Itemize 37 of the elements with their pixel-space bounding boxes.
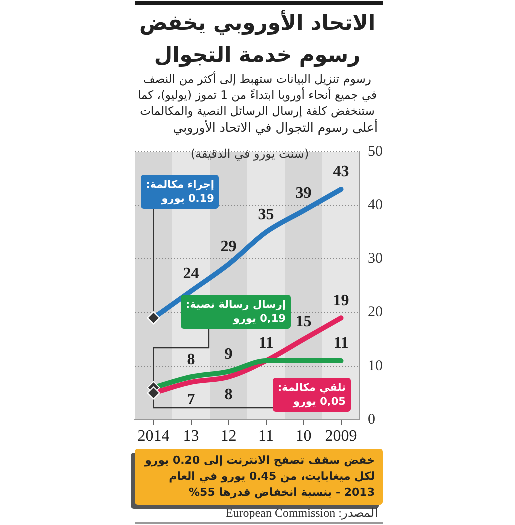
x-tick-label: 12 [220, 428, 237, 445]
data-label: 15 [296, 314, 312, 331]
text: تلقي مكالمة: [278, 381, 346, 395]
x-tick-label: 10 [296, 428, 312, 445]
data-label: 43 [333, 164, 350, 181]
y-tick-label: 20 [368, 304, 383, 321]
data-label: 8 [224, 386, 233, 404]
text: إرسال رسالة نصية: [186, 298, 286, 312]
annotation: 0.19 يورو [160, 192, 214, 206]
data-label: 35 [258, 206, 274, 224]
data-label: 24 [183, 266, 200, 282]
chart-subtitle: رسوم تنزيل البيانات ستهبط إلى أكثر من النصف في جميع أنحاء أوروبا ابتداءً من 1 تموز (يوليو)، كما ستنخفض كلفة إرسال الرسائل النصية والمكالمات [136, 71, 378, 119]
text: خفض سقف تصفح الانترنت إلى 0.20 يورو لكل ميغابايت، من 0.45 يورو في العام 2013 - بنسبة انخفاض قدرها 55% [135, 449, 383, 505]
annotation: 0,19 يورو [232, 312, 286, 326]
data-label: 7 [187, 392, 196, 409]
data-label: 19 [333, 292, 350, 310]
data-label: 11 [334, 335, 349, 352]
data-label: 29 [220, 238, 237, 256]
y-tick-label: 0 [368, 412, 376, 428]
y-tick-label: 40 [368, 198, 383, 214]
x-tick-label: 2009 [325, 428, 358, 445]
x-tick-label: 13 [183, 428, 200, 445]
x-tick-label: 11 [258, 428, 274, 445]
y-tick-label: 50 [368, 144, 383, 160]
text: أعلى رسوم التجوال في الاتحاد الأوروبي [172, 119, 378, 137]
text: إجراء مكالمة: [146, 178, 214, 192]
data-label: 39 [296, 185, 312, 202]
chart-title: الاتحاد الأوروبي يخفض رسوم خدمة التجوال [138, 9, 377, 70]
data-label: 8 [187, 351, 196, 368]
y-axis-title: (سنت يورو في الدقيقة) [190, 146, 310, 162]
data-label: 11 [258, 335, 274, 352]
y-tick-label: 10 [368, 358, 383, 374]
text: المصدر: European Commission [224, 506, 378, 521]
annotation: 0,05 يورو [292, 395, 346, 409]
x-tick-label: 2014 [138, 428, 170, 445]
y-tick-label: 30 [368, 251, 383, 268]
data-label: 9 [224, 346, 233, 363]
